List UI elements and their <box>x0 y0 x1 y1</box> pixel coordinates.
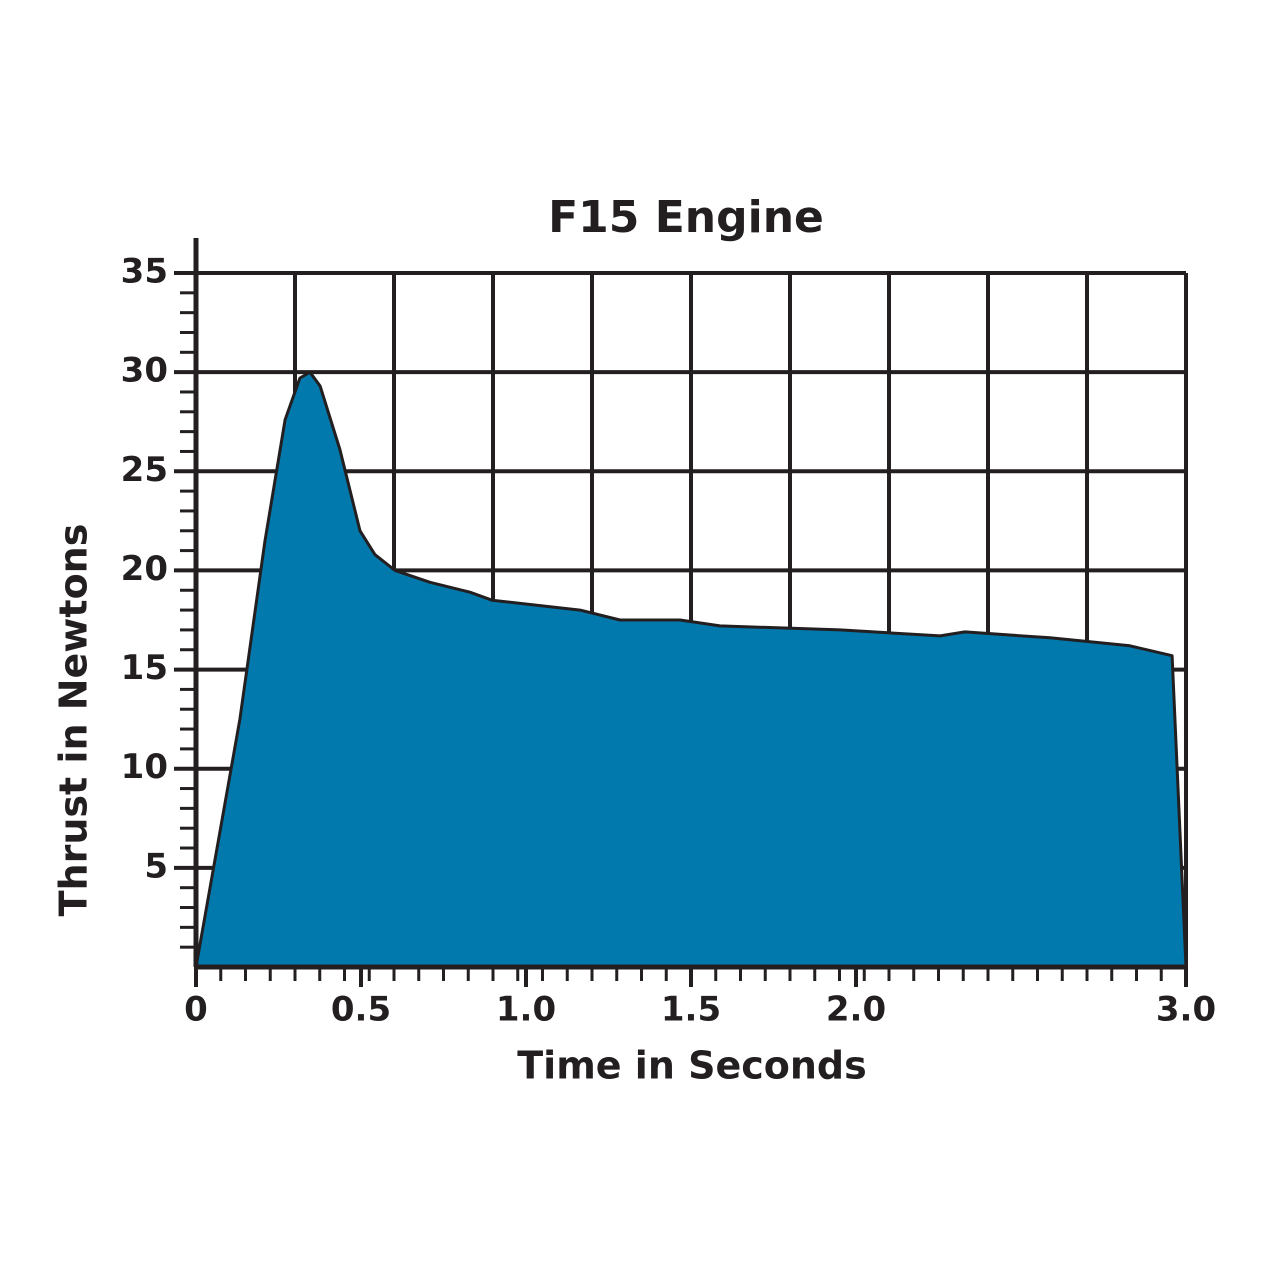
y-tick-label: 20 <box>121 549 168 589</box>
x-tick-label: 3.0 <box>1156 990 1216 1030</box>
x-tick-label: 0 <box>184 990 208 1030</box>
y-tick-label: 30 <box>121 351 168 391</box>
x-tick-label: 1.0 <box>496 990 556 1030</box>
x-tick-label: 0.5 <box>331 990 391 1030</box>
y-tick-label: 15 <box>121 648 168 688</box>
y-tick-label: 5 <box>144 846 168 886</box>
x-axis-label: Time in Seconds <box>517 1044 867 1088</box>
chart-title: F15 Engine <box>548 192 824 243</box>
x-tick-label: 1.5 <box>661 990 721 1030</box>
x-tick-label: 2.0 <box>826 990 886 1030</box>
area <box>194 370 1188 969</box>
y-axis-label: Thrust in Newtons <box>52 524 96 917</box>
y-tick-label: 10 <box>121 747 168 787</box>
y-tick-label: 25 <box>121 450 168 490</box>
y-tick-label: 35 <box>121 252 168 292</box>
